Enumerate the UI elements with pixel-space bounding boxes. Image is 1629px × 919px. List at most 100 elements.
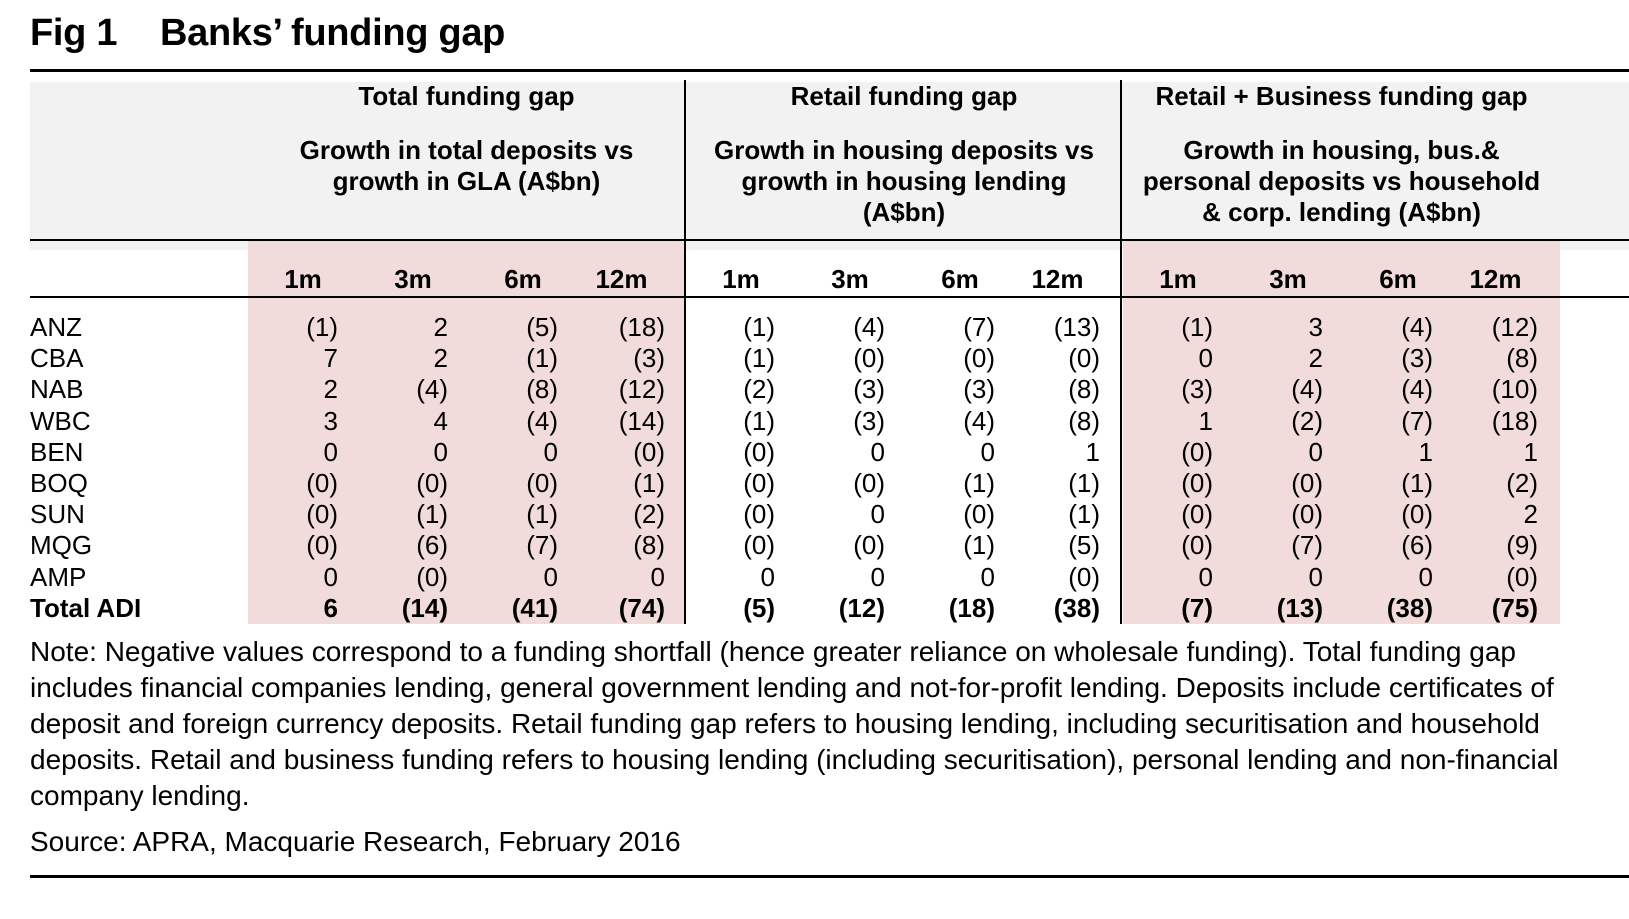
table-cell: 1 (1085, 436, 1100, 467)
table-cell: 2 (1308, 343, 1323, 374)
group-subtitle-line: Growth in housing deposits vs (714, 135, 1094, 165)
table-cell: (1) (963, 530, 995, 561)
row-label: NAB (30, 374, 84, 405)
table-cell: (1) (633, 468, 665, 498)
table-cell: 1 (1523, 436, 1538, 467)
period-header-1m: 1m (1159, 264, 1197, 294)
group-subtitle-line: personal deposits vs household (1142, 166, 1541, 196)
table-cell: (14) (618, 405, 665, 436)
highlight-band-group-3 (1123, 240, 1560, 624)
row-label: BEN (30, 436, 84, 467)
table-cell: (9) (1506, 530, 1538, 561)
table-cell: 0 (870, 436, 885, 467)
table-cell: (1) (526, 499, 558, 530)
period-header-3m: 3m (1269, 264, 1307, 294)
table-cell: (41) (511, 592, 558, 623)
table-cell: (0) (963, 343, 995, 374)
table-cell: (8) (526, 374, 558, 405)
table-cell: (5) (1068, 530, 1100, 561)
table-cell: (0) (743, 499, 775, 530)
table-cell: (2) (1506, 468, 1538, 498)
table-cell: (14) (401, 592, 448, 623)
table-cell: (0) (853, 530, 885, 561)
table-cell: (4) (1291, 374, 1323, 405)
table-cell: 2 (323, 374, 338, 405)
table-cell: (1) (306, 312, 338, 342)
row-label: WBC (30, 405, 91, 436)
table-cell: (0) (306, 468, 338, 498)
table-cell: 2 (433, 343, 448, 374)
table-cell: (4) (963, 405, 995, 436)
period-header-6m: 6m (1379, 264, 1417, 294)
table-cell: (0) (963, 499, 995, 530)
group-title: Total funding gap (358, 81, 575, 111)
group-separator-1 (684, 80, 686, 624)
table-cell: (0) (853, 468, 885, 498)
table-cell: (0) (306, 530, 338, 561)
group-subtitle-line: & corp. lending (A$bn) (1202, 197, 1481, 227)
table-cell: (1) (1068, 499, 1100, 530)
table-cell: (0) (1068, 561, 1100, 592)
highlight-band-group-1 (248, 240, 685, 624)
table-cell: (18) (1491, 405, 1538, 436)
table-cell: (0) (416, 561, 448, 592)
period-header-6m: 6m (941, 264, 979, 294)
table-cell: (0) (1401, 499, 1433, 530)
period-header-3m: 3m (831, 264, 869, 294)
group-title: Retail funding gap (790, 81, 1018, 111)
table-cell: (13) (1053, 312, 1100, 342)
table-cell: 0 (1418, 561, 1433, 592)
table-cell: 0 (323, 436, 338, 467)
table-cell: (0) (853, 343, 885, 374)
period-header-6m: 6m (504, 264, 542, 294)
bottom-rule (30, 875, 1629, 878)
row-label: AMP (30, 561, 87, 592)
table-cell: (1) (963, 468, 995, 498)
table-cell: (74) (618, 592, 665, 623)
table-cell: (6) (1401, 530, 1433, 561)
table-cell: 7 (323, 343, 338, 374)
table-cell: (18) (618, 312, 665, 342)
top-rule (30, 69, 1629, 72)
period-header-3m: 3m (394, 264, 432, 294)
table-cell: (4) (1401, 374, 1433, 405)
table-cell: (13) (1276, 592, 1323, 623)
table-cell: 0 (323, 561, 338, 592)
table-cell: (3) (853, 405, 885, 436)
table-cell: 0 (1308, 561, 1323, 592)
table-cell: (0) (1181, 499, 1213, 530)
figure-title: Fig 1 Banks’ funding gap (30, 12, 505, 55)
table-cell: (0) (743, 468, 775, 498)
table-cell: (0) (526, 468, 558, 498)
table-cell: 0 (1198, 343, 1213, 374)
row-label: MQG (30, 530, 93, 561)
table-cell: (4) (853, 312, 885, 342)
table-cell: 0 (1308, 436, 1323, 467)
figure-label: Fig 1 (30, 12, 118, 54)
period-rule (30, 296, 1629, 298)
table-cell: (38) (1386, 592, 1433, 623)
table-cell: 0 (980, 561, 995, 592)
note-text: Note: Negative values correspond to a fu… (30, 636, 1559, 811)
table-cell: 3 (323, 405, 338, 436)
group-subtitle-line: (A$bn) (862, 197, 946, 227)
table-cell: (1) (743, 312, 775, 342)
table-cell: (0) (1181, 436, 1213, 467)
table-cell: 3 (1308, 312, 1323, 342)
table-cell: 0 (1198, 561, 1213, 592)
table-cell: (0) (1181, 468, 1213, 498)
row-label: Total ADI (30, 592, 142, 623)
table-cell: (75) (1491, 592, 1538, 623)
table-cell: (4) (416, 374, 448, 405)
table-cell: (1) (743, 405, 775, 436)
table-cell: 0 (980, 436, 995, 467)
table-cell: 1 (1418, 436, 1433, 467)
table-cell: (0) (1506, 561, 1538, 592)
header-background (30, 82, 1629, 250)
period-header-1m: 1m (722, 264, 760, 294)
table-cell: (7) (963, 312, 995, 342)
table-cell: (2) (633, 499, 665, 530)
table-cell: 2 (1523, 499, 1538, 530)
table-cell: (8) (1506, 343, 1538, 374)
table-cell: (10) (1491, 374, 1538, 405)
